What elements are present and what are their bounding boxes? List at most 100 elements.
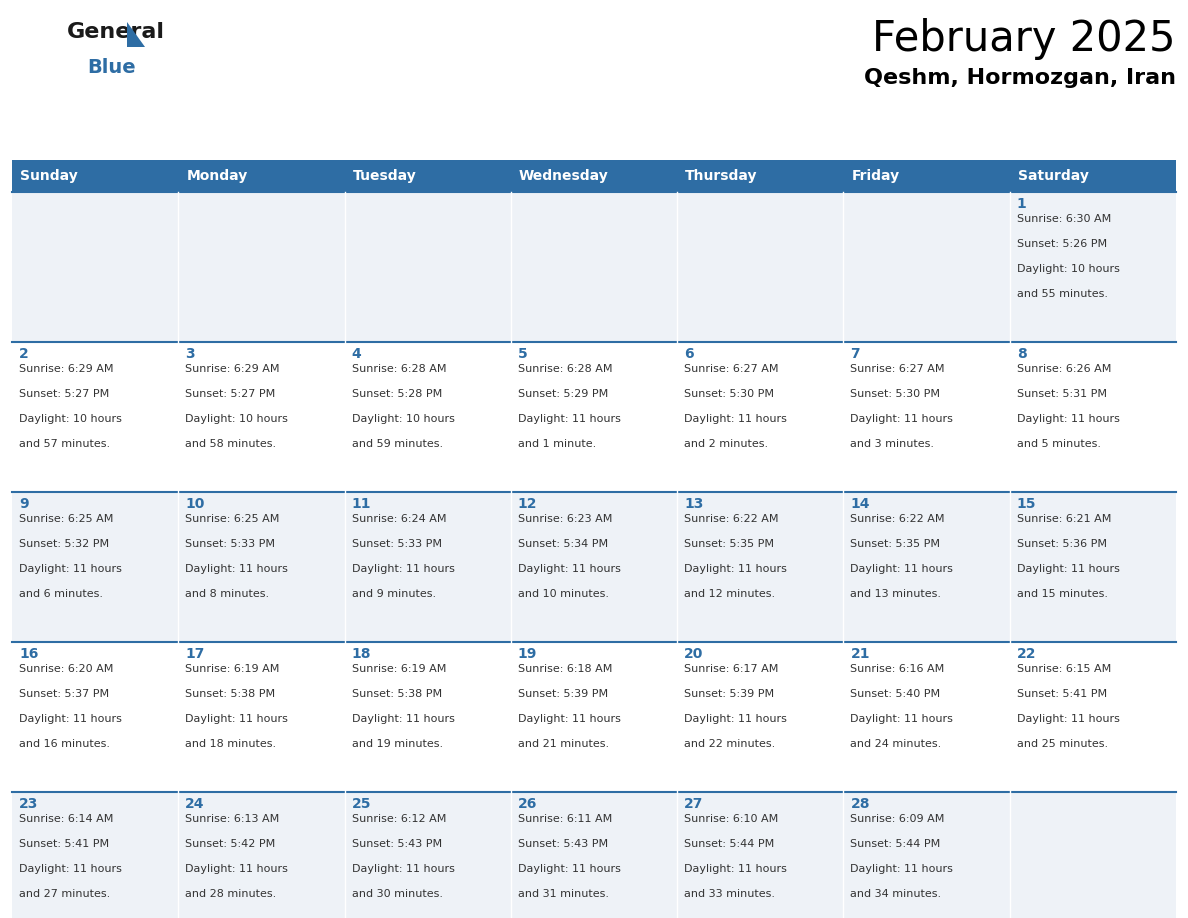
Text: Sunrise: 6:18 AM: Sunrise: 6:18 AM — [518, 664, 612, 674]
Polygon shape — [127, 22, 145, 47]
Text: 28: 28 — [851, 797, 870, 811]
Text: and 55 minutes.: and 55 minutes. — [1017, 289, 1107, 299]
Text: and 5 minutes.: and 5 minutes. — [1017, 439, 1101, 449]
Text: Thursday: Thursday — [685, 169, 758, 183]
Text: Sunrise: 6:28 AM: Sunrise: 6:28 AM — [518, 364, 612, 374]
Text: Sunset: 5:41 PM: Sunset: 5:41 PM — [19, 839, 109, 849]
Text: Sunset: 5:26 PM: Sunset: 5:26 PM — [1017, 239, 1107, 249]
Text: and 6 minutes.: and 6 minutes. — [19, 589, 103, 599]
Text: Sunset: 5:35 PM: Sunset: 5:35 PM — [851, 539, 941, 549]
Text: and 27 minutes.: and 27 minutes. — [19, 890, 110, 899]
Text: Sunrise: 6:29 AM: Sunrise: 6:29 AM — [185, 364, 280, 374]
Text: Daylight: 11 hours: Daylight: 11 hours — [19, 864, 122, 874]
Text: Sunday: Sunday — [20, 169, 77, 183]
Text: Daylight: 11 hours: Daylight: 11 hours — [518, 414, 621, 424]
Text: Sunset: 5:30 PM: Sunset: 5:30 PM — [684, 389, 775, 399]
Text: and 13 minutes.: and 13 minutes. — [851, 589, 941, 599]
Bar — [12, 492, 1176, 642]
Text: Sunrise: 6:27 AM: Sunrise: 6:27 AM — [684, 364, 778, 374]
Text: Sunrise: 6:28 AM: Sunrise: 6:28 AM — [352, 364, 446, 374]
Text: and 59 minutes.: and 59 minutes. — [352, 439, 443, 449]
Bar — [12, 642, 1176, 792]
Text: Daylight: 10 hours: Daylight: 10 hours — [185, 414, 289, 424]
Text: Daylight: 11 hours: Daylight: 11 hours — [352, 564, 455, 574]
Text: 20: 20 — [684, 647, 703, 661]
Text: and 19 minutes.: and 19 minutes. — [352, 739, 443, 749]
Text: Daylight: 11 hours: Daylight: 11 hours — [684, 864, 786, 874]
Text: Sunset: 5:44 PM: Sunset: 5:44 PM — [684, 839, 775, 849]
Text: Sunrise: 6:14 AM: Sunrise: 6:14 AM — [19, 814, 113, 824]
Text: 19: 19 — [518, 647, 537, 661]
Text: Sunrise: 6:11 AM: Sunrise: 6:11 AM — [518, 814, 612, 824]
Text: Sunset: 5:37 PM: Sunset: 5:37 PM — [19, 689, 109, 699]
Text: Daylight: 11 hours: Daylight: 11 hours — [851, 714, 953, 724]
Text: Daylight: 11 hours: Daylight: 11 hours — [851, 864, 953, 874]
Text: Sunrise: 6:23 AM: Sunrise: 6:23 AM — [518, 514, 612, 524]
Text: Sunrise: 6:25 AM: Sunrise: 6:25 AM — [185, 514, 279, 524]
Text: 9: 9 — [19, 497, 29, 511]
Text: Sunset: 5:44 PM: Sunset: 5:44 PM — [851, 839, 941, 849]
Text: Daylight: 11 hours: Daylight: 11 hours — [684, 564, 786, 574]
Text: Daylight: 11 hours: Daylight: 11 hours — [185, 714, 289, 724]
Text: Daylight: 11 hours: Daylight: 11 hours — [684, 414, 786, 424]
Text: Daylight: 11 hours: Daylight: 11 hours — [851, 564, 953, 574]
Text: and 30 minutes.: and 30 minutes. — [352, 890, 443, 899]
Text: Sunrise: 6:30 AM: Sunrise: 6:30 AM — [1017, 214, 1111, 224]
Text: 13: 13 — [684, 497, 703, 511]
Text: Sunrise: 6:15 AM: Sunrise: 6:15 AM — [1017, 664, 1111, 674]
Text: Saturday: Saturday — [1018, 169, 1088, 183]
Text: Daylight: 11 hours: Daylight: 11 hours — [1017, 564, 1119, 574]
Text: Daylight: 11 hours: Daylight: 11 hours — [185, 864, 289, 874]
Text: 21: 21 — [851, 647, 870, 661]
Bar — [12, 792, 1176, 918]
Text: Wednesday: Wednesday — [519, 169, 608, 183]
Text: Sunset: 5:30 PM: Sunset: 5:30 PM — [851, 389, 941, 399]
Text: and 57 minutes.: and 57 minutes. — [19, 439, 110, 449]
Text: Daylight: 11 hours: Daylight: 11 hours — [684, 714, 786, 724]
Text: and 25 minutes.: and 25 minutes. — [1017, 739, 1108, 749]
Text: and 15 minutes.: and 15 minutes. — [1017, 589, 1107, 599]
Text: General: General — [67, 22, 165, 42]
Text: 18: 18 — [352, 647, 371, 661]
Text: Daylight: 10 hours: Daylight: 10 hours — [1017, 264, 1119, 274]
Text: Daylight: 11 hours: Daylight: 11 hours — [352, 864, 455, 874]
Text: Sunrise: 6:13 AM: Sunrise: 6:13 AM — [185, 814, 279, 824]
Text: 24: 24 — [185, 797, 204, 811]
Text: Sunset: 5:34 PM: Sunset: 5:34 PM — [518, 539, 608, 549]
Text: 23: 23 — [19, 797, 38, 811]
Text: Monday: Monday — [187, 169, 247, 183]
Text: and 10 minutes.: and 10 minutes. — [518, 589, 609, 599]
Text: 17: 17 — [185, 647, 204, 661]
Text: Blue: Blue — [87, 58, 135, 77]
Text: and 31 minutes.: and 31 minutes. — [518, 890, 609, 899]
Text: and 1 minute.: and 1 minute. — [518, 439, 596, 449]
Text: Sunset: 5:40 PM: Sunset: 5:40 PM — [851, 689, 941, 699]
Text: 14: 14 — [851, 497, 870, 511]
Text: Sunset: 5:35 PM: Sunset: 5:35 PM — [684, 539, 775, 549]
Text: and 18 minutes.: and 18 minutes. — [185, 739, 277, 749]
Text: Sunrise: 6:24 AM: Sunrise: 6:24 AM — [352, 514, 446, 524]
Text: Sunset: 5:27 PM: Sunset: 5:27 PM — [185, 389, 276, 399]
Text: 27: 27 — [684, 797, 703, 811]
Text: Sunset: 5:28 PM: Sunset: 5:28 PM — [352, 389, 442, 399]
Text: Daylight: 11 hours: Daylight: 11 hours — [1017, 714, 1119, 724]
Text: and 2 minutes.: and 2 minutes. — [684, 439, 769, 449]
Text: Daylight: 11 hours: Daylight: 11 hours — [19, 714, 122, 724]
Text: and 9 minutes.: and 9 minutes. — [352, 589, 436, 599]
Text: Sunrise: 6:12 AM: Sunrise: 6:12 AM — [352, 814, 446, 824]
Text: 25: 25 — [352, 797, 371, 811]
Text: Sunrise: 6:25 AM: Sunrise: 6:25 AM — [19, 514, 113, 524]
Text: Sunset: 5:32 PM: Sunset: 5:32 PM — [19, 539, 109, 549]
Text: 4: 4 — [352, 347, 361, 361]
Text: Sunrise: 6:22 AM: Sunrise: 6:22 AM — [851, 514, 944, 524]
Bar — [12, 160, 1176, 192]
Text: Sunrise: 6:17 AM: Sunrise: 6:17 AM — [684, 664, 778, 674]
Text: 10: 10 — [185, 497, 204, 511]
Text: Sunrise: 6:19 AM: Sunrise: 6:19 AM — [352, 664, 446, 674]
Text: February 2025: February 2025 — [872, 18, 1176, 60]
Text: Sunset: 5:27 PM: Sunset: 5:27 PM — [19, 389, 109, 399]
Text: Sunset: 5:31 PM: Sunset: 5:31 PM — [1017, 389, 1107, 399]
Text: 26: 26 — [518, 797, 537, 811]
Text: 2: 2 — [19, 347, 29, 361]
Text: Sunrise: 6:22 AM: Sunrise: 6:22 AM — [684, 514, 778, 524]
